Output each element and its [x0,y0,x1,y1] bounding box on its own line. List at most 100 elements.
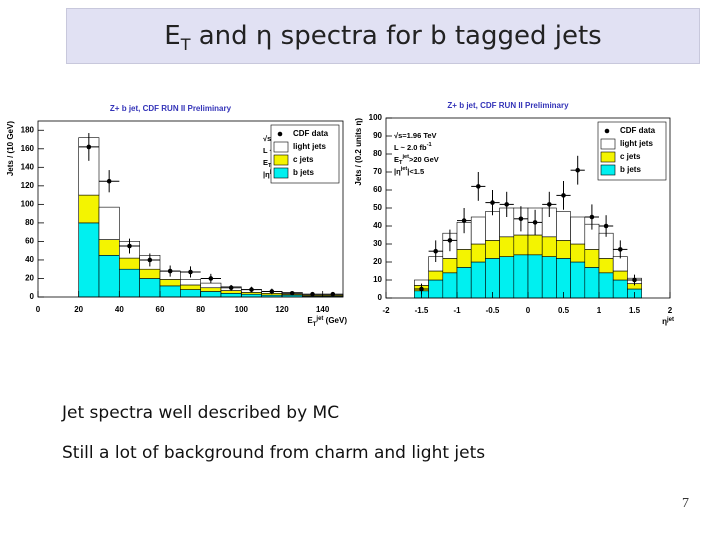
annotation: |ηjet|<1.5 [394,166,424,176]
data-point [561,193,566,198]
data-point [188,269,193,275]
x-tick-label: 120 [275,305,289,314]
y-tick-label: 10 [373,275,382,284]
data-point [632,277,637,283]
y-tick-label: 120 [21,181,35,190]
data-point [289,290,295,296]
data-point [490,200,495,205]
bar-segment [159,285,181,298]
data-point [330,291,336,297]
bar-segment [541,236,557,257]
bar-segment [598,258,614,274]
x-axis-label-part: jet [666,317,674,323]
bar-segment [470,216,486,245]
x-tick-label: 140 [316,305,330,314]
data-point [447,238,453,243]
y-tick-label: 100 [21,199,35,208]
annotation-part: √s=1.96 TeV [394,131,437,140]
data-point [106,178,112,184]
bar-segment [98,206,120,240]
bar-segment [241,293,262,298]
bar-segment [78,222,100,298]
x-tick-label: -1.5 [415,306,429,315]
bar-segment [485,240,500,259]
data-point [433,248,439,254]
x-axis-label: ηjet [662,317,674,327]
annotation: L ~ 2.0 fb-1 [394,142,432,152]
slide-title: ET and η spectra for b tagged jets [66,8,700,64]
x-axis-label-part: (GeV) [323,316,347,325]
y-axis-label: Jets / (0.2 units η) [354,118,363,186]
bar-segment [612,270,628,281]
bar-segment [598,272,614,299]
bar-segment [556,240,571,259]
plot-frame [37,120,344,298]
annotation: √s=1.96 TeV [394,131,437,140]
annotation-part: T [268,163,272,169]
x-tick-label: 0.5 [558,306,570,315]
data-point [419,286,424,292]
annotation-part: |η [394,167,401,176]
x-tick-label: -2 [382,306,390,315]
bar-segment [428,270,444,281]
title-part: T [180,35,191,54]
bullet: Still a lot of background from charm and… [62,443,486,463]
bar-segment [428,279,444,299]
bullet: Jet spectra well described by MC [62,403,340,423]
bar-segment [570,261,586,299]
x-tick-label: 60 [156,305,165,314]
y-tick-label: 180 [21,125,35,134]
y-tick-label: 0 [30,292,35,301]
y-tick-label: 100 [369,113,383,122]
x-tick-label: 20 [74,305,83,314]
chart-title: Z+ b jet, CDF RUN II Preliminary [447,101,569,110]
x-tick-label: 40 [115,305,124,314]
data-point [518,216,524,222]
y-tick-label: 0 [378,293,383,302]
y-tick-label: 30 [373,239,382,248]
data-point [147,257,153,263]
chart: Z+ b jet, CDF RUN II Preliminary Jets / (… [354,101,674,326]
x-tick-label: 80 [196,305,205,314]
y-tick-label: 20 [373,257,382,266]
bar-segment [612,279,628,299]
data-point [228,285,234,291]
legend-swatch [273,154,289,166]
legend-marker [277,131,283,137]
y-axis-label: Jets / (10 GeV) [6,121,15,176]
x-axis-label-part: E [307,316,313,325]
x-tick-label: -1 [453,306,461,315]
x-axis-label-part: jet [315,316,323,322]
y-tick-label: 40 [373,221,382,230]
bar-segment [499,236,515,257]
x-tick-label: 0 [526,306,531,315]
legend-swatch [273,141,289,153]
bar-segment [180,289,201,298]
bar-segment [570,216,586,245]
annotation-part: E [263,158,268,167]
bar-segment [513,234,529,256]
legend-label: b jets [293,168,314,177]
chart: Z+ b jet, CDF RUN II Preliminary Jets / (… [6,104,347,327]
bar-segment [485,211,500,241]
x-tick-label: 100 [235,305,249,314]
x-tick-label: 0 [36,305,41,314]
y-tick-label: 70 [373,167,382,176]
bar-segment [200,282,222,289]
bar-segment [556,211,571,241]
data-point [589,214,595,220]
y-tick-label: 20 [25,274,34,283]
bar-segment [470,243,486,263]
legend-label: CDF data [620,126,656,135]
data-point [86,144,92,150]
data-point [603,223,609,229]
annotation-part: jet [401,154,409,160]
bar-segment [220,292,242,298]
bar-segment [513,254,529,299]
bar-segment [584,249,600,268]
x-tick-label: 2 [668,306,673,315]
legend-label: c jets [620,152,641,161]
bar-segment [456,267,472,299]
